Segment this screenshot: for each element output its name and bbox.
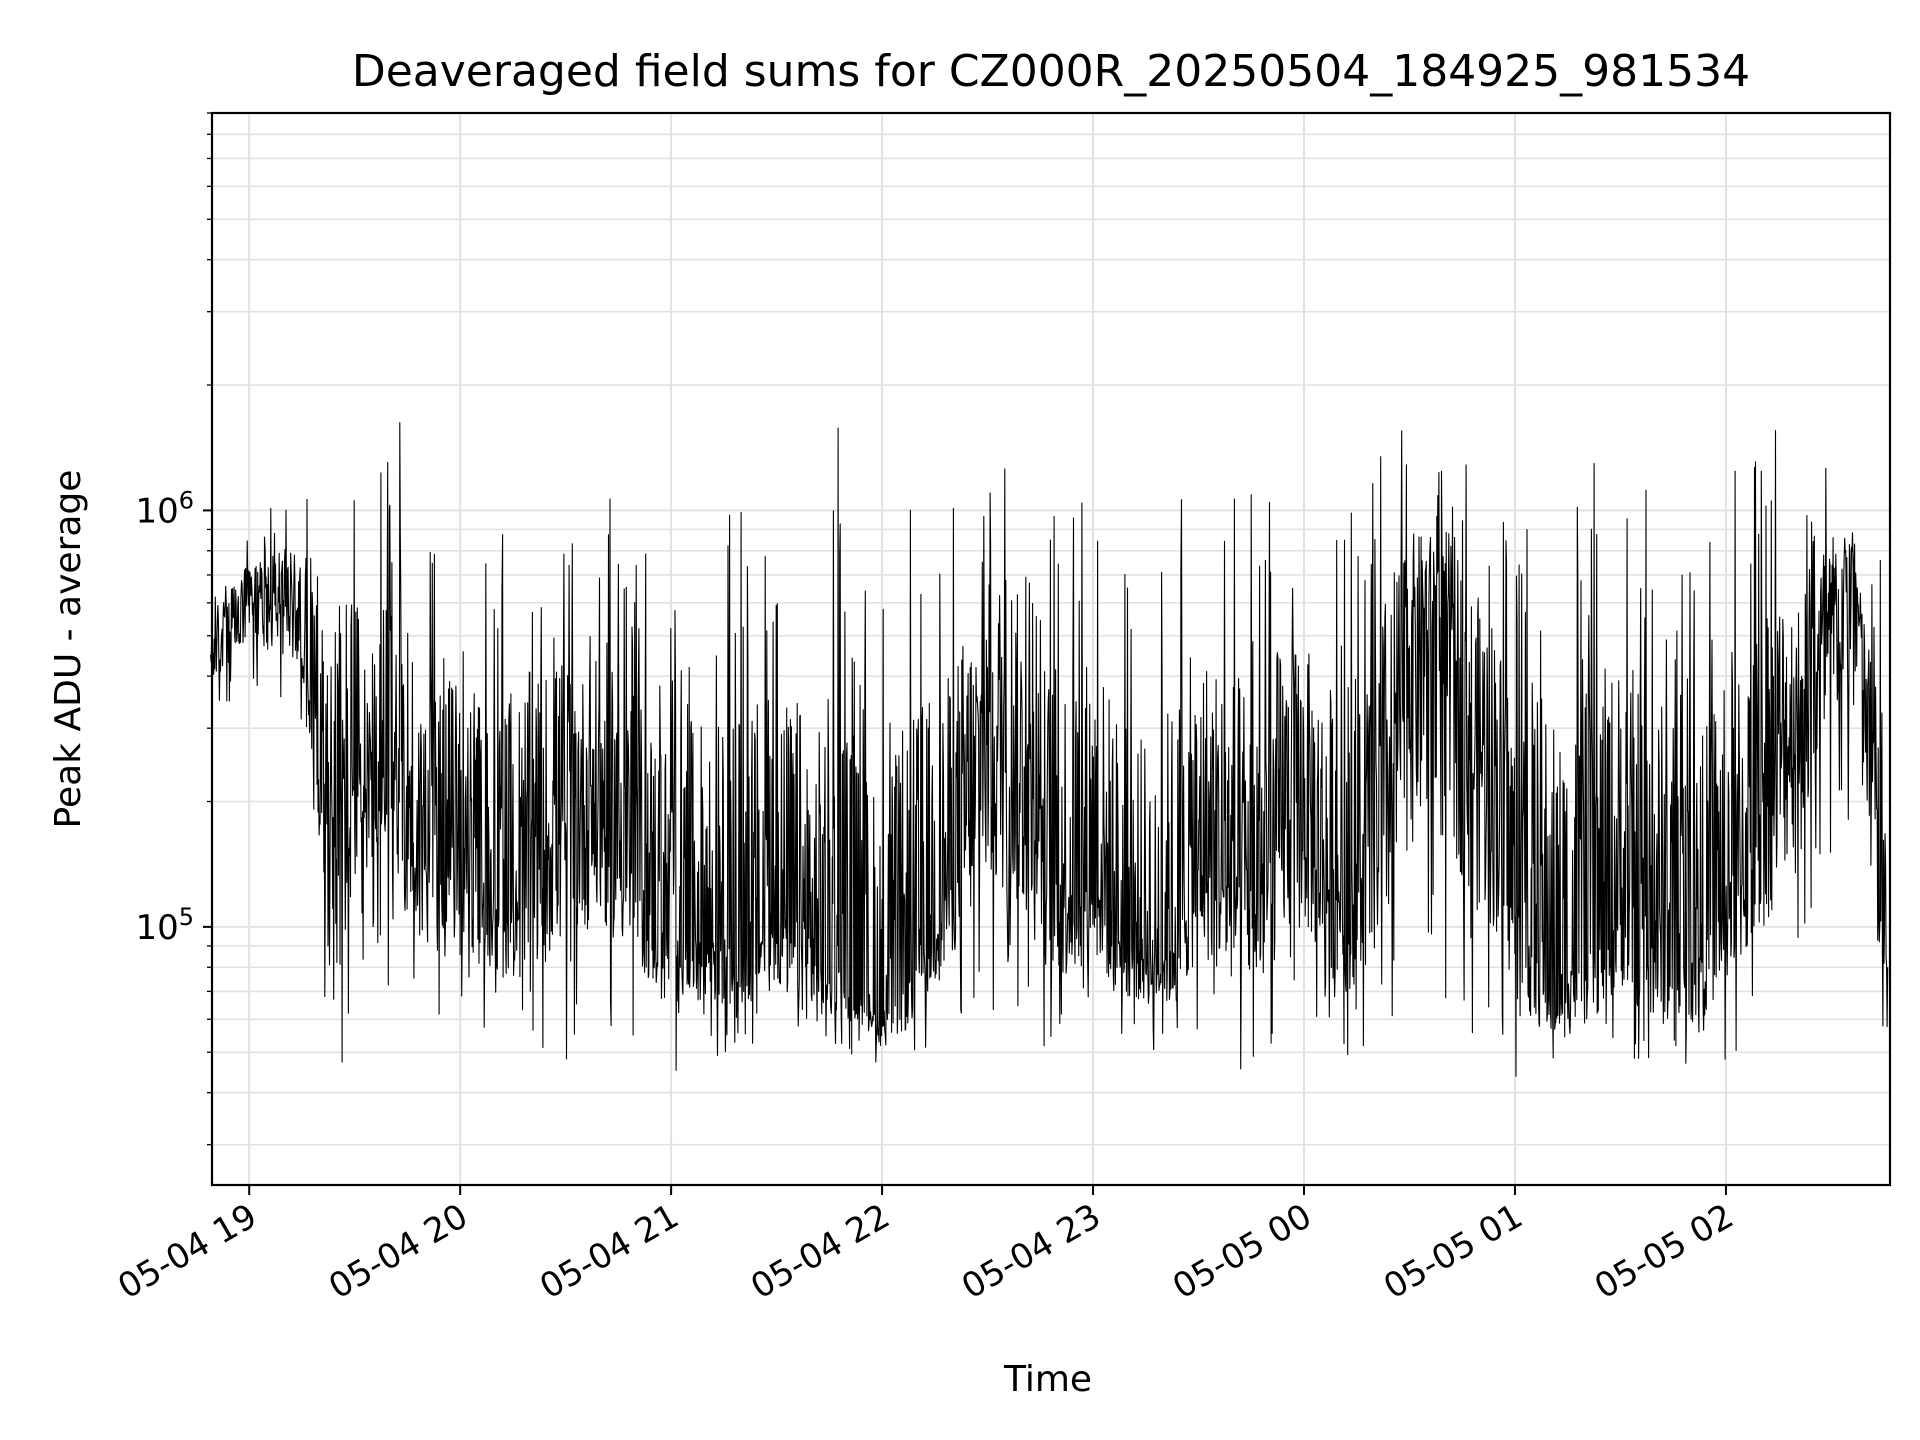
series-area (209, 422, 1889, 1077)
chart-title: Deaveraged field sums for CZ000R_2025050… (352, 46, 1750, 97)
x-axis-label: Time (1003, 1359, 1092, 1400)
y-axis-label: Peak ADU - average (48, 470, 89, 829)
y-tick-label: 106 (135, 486, 194, 531)
y-axis-ticks: 105 106 (135, 112, 212, 1146)
plot-frame (210, 111, 1892, 1187)
series-line (209, 422, 1889, 1077)
y-tick-label: 105 (135, 903, 194, 948)
